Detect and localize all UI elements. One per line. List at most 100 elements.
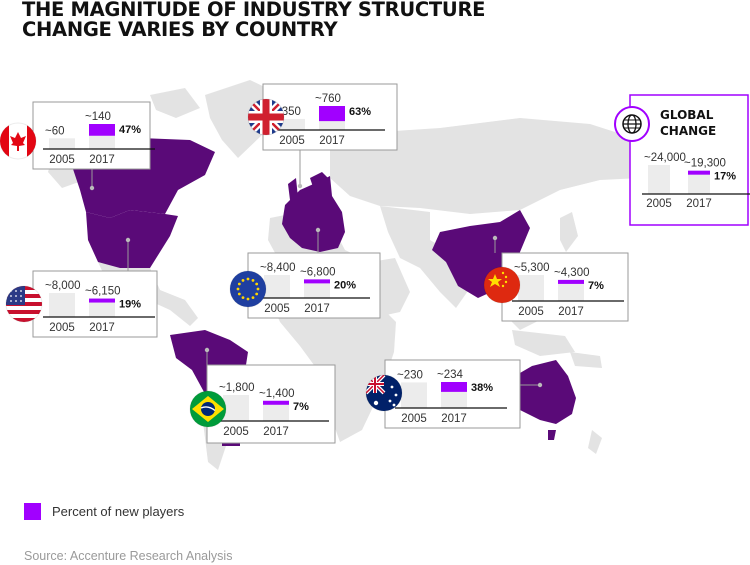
title-line-2: CHANGE VARIES BY COUNTRY — [22, 18, 338, 41]
category-label-global-2017: 2017 — [686, 198, 712, 210]
category-label-european-union-2005: 2005 — [264, 303, 290, 315]
new-players-bar-china — [558, 279, 584, 284]
new-players-bar-canada — [89, 124, 115, 136]
value-label-china-2017: ~4,300 — [554, 267, 590, 279]
bar-global-2005 — [648, 165, 670, 194]
australia-flag-icon — [365, 374, 403, 412]
panel-box-global — [629, 94, 749, 226]
value-label-european-union-2017: ~6,800 — [300, 266, 336, 278]
globe-icon — [614, 106, 650, 142]
value-label-canada-2017: ~140 — [85, 111, 111, 123]
value-label-united-states-2017: ~6,150 — [85, 286, 121, 298]
new-players-bar-european-union — [304, 279, 330, 284]
map-usa — [86, 210, 178, 268]
bar-united-states-2005 — [49, 293, 75, 317]
category-label-brazil-2017: 2017 — [263, 426, 289, 438]
us-flag-icon — [5, 285, 43, 323]
panel-global: GLOBAL CHANGE ~24,000 2005 ~19,300 2017 17% — [614, 94, 750, 226]
bar-united-kingdom-2005 — [279, 118, 305, 130]
source-note: Source: Accenture Research Analysis — [24, 549, 233, 563]
value-label-canada-2005: ~60 — [45, 125, 65, 137]
connector-dot-brazil — [204, 347, 210, 353]
bar-european-union-2005 — [264, 275, 290, 298]
value-label-european-union-2005: ~8,400 — [260, 262, 296, 274]
global-heading-line-2: CHANGE — [660, 124, 716, 138]
value-label-global-2005: ~24,000 — [644, 152, 686, 164]
connector-dot-united-kingdom — [297, 183, 303, 189]
bar-brazil-2017 — [263, 400, 289, 421]
legend-label: Percent of new players — [52, 504, 185, 519]
new-players-pct-china: 7% — [588, 280, 604, 292]
panel-canada: ~60 2005 ~140 2017 47% — [0, 101, 155, 191]
value-label-australia-2005: ~230 — [397, 369, 423, 381]
map-scandinavia — [310, 172, 330, 196]
new-players-pct-canada: 47% — [119, 124, 141, 136]
value-label-brazil-2005: ~1,800 — [219, 382, 255, 394]
map-uk — [288, 178, 298, 200]
category-label-global-2005: 2005 — [646, 198, 672, 210]
category-label-australia-2005: 2005 — [401, 413, 427, 425]
value-label-united-states-2005: ~8,000 — [45, 280, 81, 292]
bar-canada-2005 — [49, 138, 75, 149]
value-label-brazil-2017: ~1,400 — [259, 388, 295, 400]
category-label-brazil-2005: 2005 — [223, 426, 249, 438]
new-players-bar-australia — [441, 382, 467, 392]
new-players-pct-australia: 38% — [471, 382, 493, 394]
bar-brazil-2005 — [223, 395, 249, 421]
category-label-united-states-2005: 2005 — [49, 322, 75, 334]
value-label-global-2017: ~19,300 — [684, 158, 726, 170]
title-line-1: THE MAGNITUDE OF INDUSTRY STRUCTURE — [22, 0, 486, 21]
global-heading-line-1: GLOBAL — [660, 108, 714, 122]
bar-china-2017 — [558, 279, 584, 301]
category-label-united-kingdom-2005: 2005 — [279, 135, 305, 147]
connector-dot-china — [492, 235, 498, 241]
bar-australia-2005 — [401, 382, 427, 408]
value-label-china-2005: ~5,300 — [514, 262, 550, 274]
bar-global-2017 — [688, 170, 710, 194]
panel-china: ~5,300 2005 ~4,300 2017 7% — [483, 235, 629, 322]
canada-flag-icon — [0, 122, 37, 160]
bar-china-2005 — [518, 275, 544, 301]
panel-brazil: ~1,800 2005 ~1,400 2017 7% — [189, 347, 336, 444]
new-players-pct-global: 17% — [714, 171, 736, 183]
new-players-bar-brazil — [263, 400, 289, 405]
value-label-united-kingdom-2017: ~760 — [315, 93, 341, 105]
new-players-pct-united-states: 19% — [119, 299, 141, 311]
category-label-united-states-2017: 2017 — [89, 322, 115, 334]
uk-flag-icon — [247, 98, 285, 136]
bar-european-union-2017 — [304, 279, 330, 298]
map-tasmania — [548, 430, 556, 440]
bar-united-states-2017 — [89, 298, 115, 317]
connector-dot-australia — [537, 382, 543, 388]
page-title: THE MAGNITUDE OF INDUSTRY STRUCTURE CHAN… — [22, 0, 486, 41]
category-label-canada-2017: 2017 — [89, 154, 115, 166]
new-players-bar-united-states — [89, 298, 115, 303]
brazil-flag-icon — [189, 390, 227, 428]
panel-european-union: ~8,400 2005 ~6,800 2017 20% — [229, 227, 381, 319]
category-label-china-2005: 2005 — [518, 306, 544, 318]
new-players-pct-united-kingdom: 63% — [349, 106, 371, 118]
category-label-european-union-2017: 2017 — [304, 303, 330, 315]
map-europe — [282, 176, 345, 252]
panel-australia: ~230 2005 ~234 2017 38% — [365, 359, 543, 429]
connector-dot-european-union — [315, 227, 321, 233]
new-players-pct-brazil: 7% — [293, 401, 309, 413]
connector-dot-united-states — [125, 237, 131, 243]
panel-united-states: ~8,000 2005 ~6,150 2017 19% — [5, 237, 158, 338]
new-players-bar-united-kingdom — [319, 106, 345, 122]
category-label-china-2017: 2017 — [558, 306, 584, 318]
category-label-australia-2017: 2017 — [441, 413, 467, 425]
map-australia — [506, 360, 576, 424]
connector-dot-canada — [89, 185, 95, 191]
category-label-united-kingdom-2017: 2017 — [319, 135, 345, 147]
new-players-pct-european-union: 20% — [334, 279, 356, 291]
china-flag-icon — [483, 266, 521, 304]
value-label-australia-2017: ~234 — [437, 369, 464, 381]
legend-swatch — [24, 503, 41, 520]
eu-flag-icon — [229, 270, 267, 308]
legend: Percent of new players — [24, 503, 184, 520]
new-players-bar-global — [688, 170, 710, 175]
category-label-canada-2005: 2005 — [49, 154, 75, 166]
